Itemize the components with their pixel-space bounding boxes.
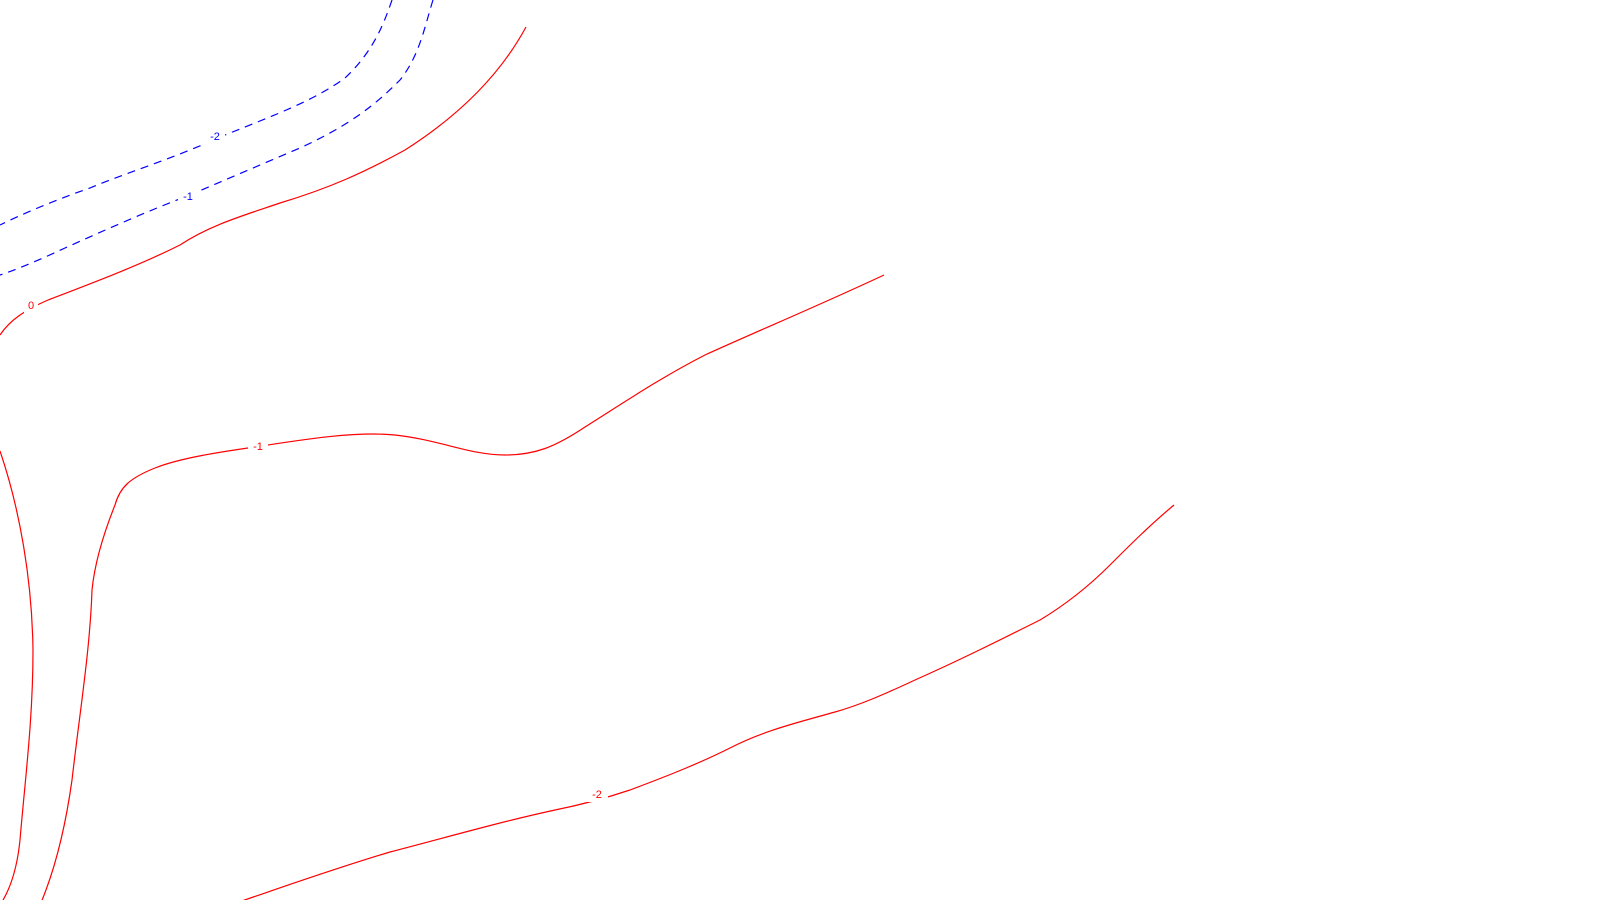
contour-line-minus2 (229, 504, 1175, 905)
contour-line-dashed-neg1 (0, 0, 434, 276)
contour-label-minus2: -2 (592, 789, 602, 801)
contour-line-left (0, 450, 34, 905)
contour-label-zero: 0 (28, 300, 34, 312)
contour-line-zero (0, 26, 527, 336)
contour-label-dashed-neg2: -2 (210, 131, 220, 143)
contour-line-minus1 (39, 274, 885, 905)
contour-label-minus1: -1 (253, 441, 263, 453)
contour-label-dashed-neg1: -1 (183, 191, 193, 203)
